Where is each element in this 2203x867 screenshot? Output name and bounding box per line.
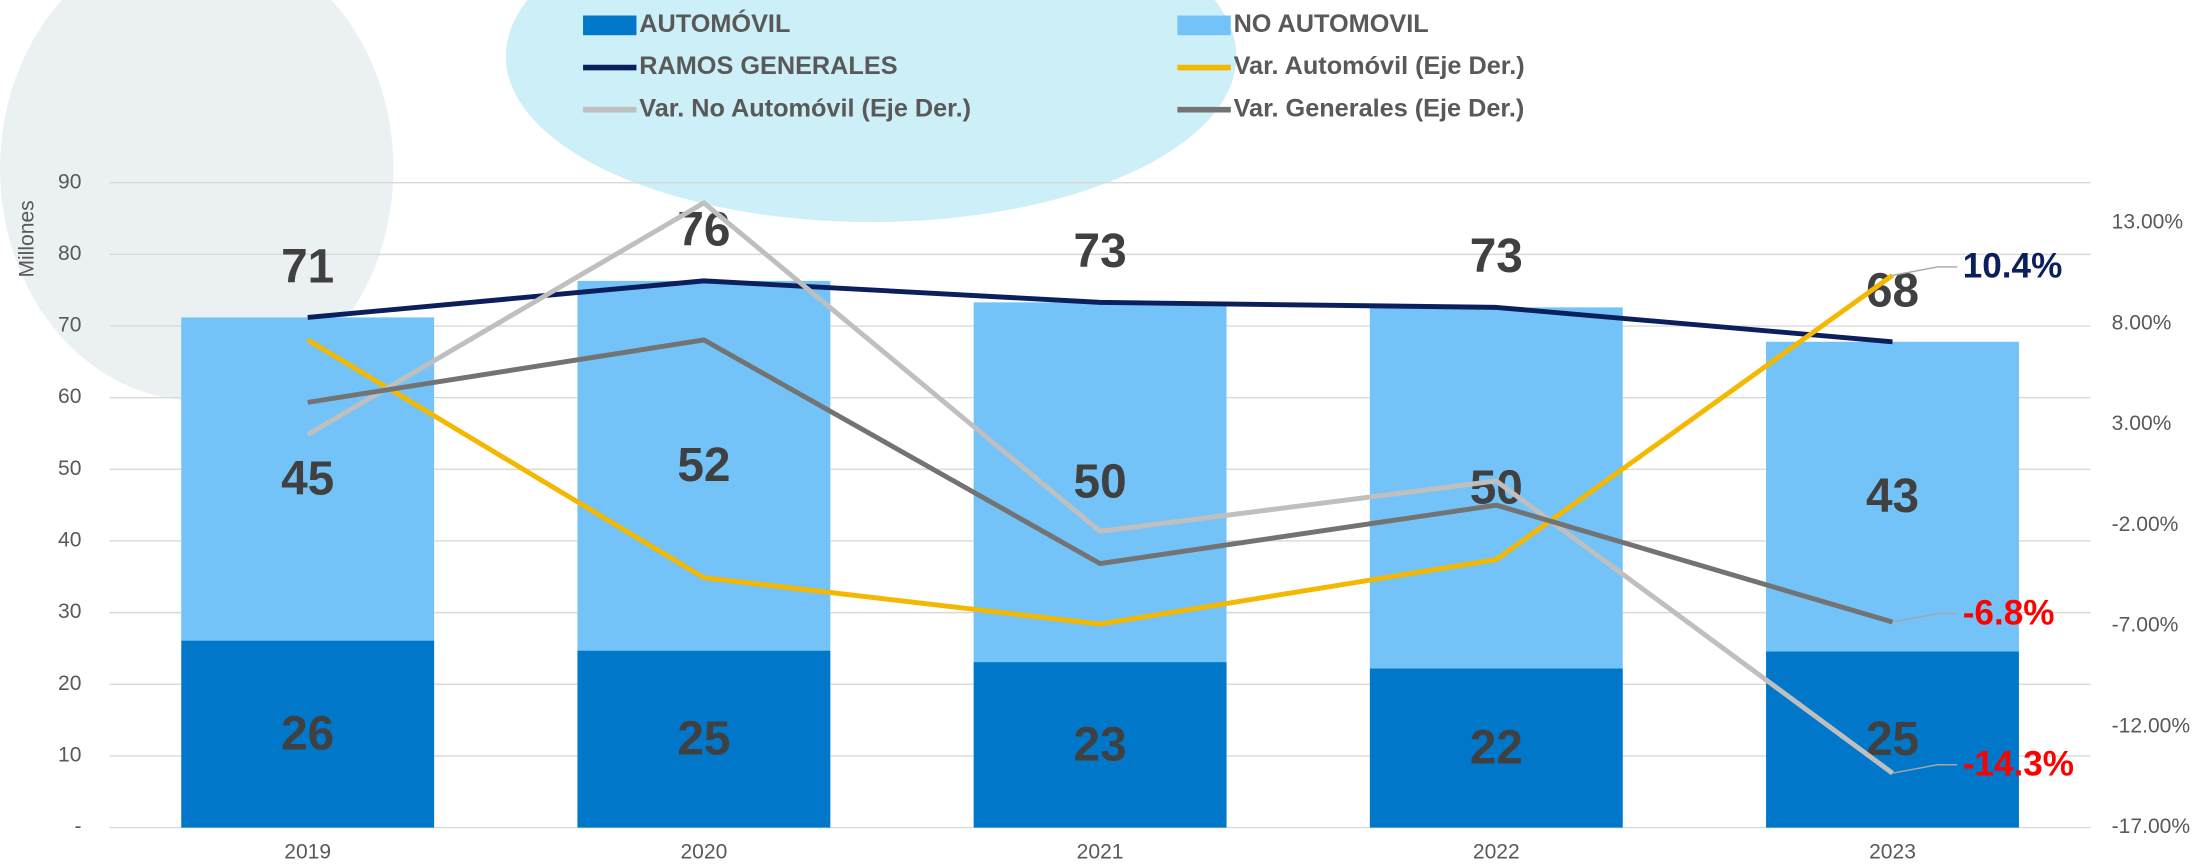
- chart: Millones - 10 20 30 40 50 60 70 80 90 -17.00% -12.0…: [0, 0, 2203, 867]
- data-label: 73: [1074, 225, 1127, 278]
- y-tick-label: 60: [58, 385, 81, 408]
- page: Millones - 10 20 30 40 50 60 70 80 90 -17.00% -12.0…: [0, 0, 2203, 867]
- y-axis-title: Millones: [16, 200, 39, 277]
- y-tick-label: 40: [58, 529, 81, 552]
- data-label: -6.8%: [1963, 593, 2055, 632]
- data-label: 25: [677, 713, 730, 766]
- y2-tick-label: 3.00%: [2112, 412, 2172, 435]
- data-label: 45: [281, 452, 334, 505]
- legend-label: Var. No Automóvil (Eje Der.): [639, 94, 971, 122]
- data-label: 71: [281, 240, 334, 293]
- legend-label: RAMOS GENERALES: [639, 52, 897, 80]
- y2-tick-label: -2.00%: [2112, 513, 2179, 536]
- legend-label: NO AUTOMOVIL: [1234, 10, 1429, 38]
- x-tick-label: 2023: [1869, 840, 1916, 863]
- data-label: 52: [677, 439, 730, 492]
- data-label: 10.4%: [1963, 247, 2063, 286]
- y-tick-label: 50: [58, 457, 81, 480]
- legend-label: Var. Generales (Eje Der.): [1234, 94, 1525, 122]
- y2-tick-label: 8.00%: [2112, 311, 2172, 334]
- legend-label: Var. Automóvil (Eje Der.): [1234, 52, 1525, 80]
- y2-tick-label: -17.00%: [2112, 815, 2190, 838]
- data-label: 23: [1074, 718, 1127, 771]
- x-tick-label: 2021: [1077, 840, 1124, 863]
- data-label: 50: [1074, 456, 1127, 509]
- legend-swatch: [1177, 16, 1230, 36]
- y-tick-label: -: [74, 815, 81, 838]
- y-tick-label: 70: [58, 314, 81, 337]
- y2-tick-label: 13.00%: [2112, 211, 2183, 234]
- x-tick-label: 2022: [1473, 840, 1520, 863]
- y-tick-label: 30: [58, 600, 81, 623]
- data-label: 26: [281, 708, 334, 761]
- y-tick-label: 80: [58, 242, 81, 265]
- y-tick-label: 10: [58, 744, 81, 767]
- y-tick-label: 20: [58, 672, 81, 695]
- legend-swatch: [583, 16, 636, 36]
- data-label: 22: [1470, 721, 1523, 774]
- data-label: 43: [1866, 470, 1919, 523]
- y2-tick-label: -7.00%: [2112, 614, 2179, 637]
- data-label: 73: [1470, 230, 1523, 283]
- y2-tick-label: -12.00%: [2112, 714, 2190, 737]
- x-tick-label: 2019: [284, 840, 331, 863]
- x-tick-label: 2020: [680, 840, 727, 863]
- data-label: -14.3%: [1963, 744, 2074, 783]
- y-tick-label: 90: [58, 170, 81, 193]
- legend-label: AUTOMÓVIL: [639, 8, 790, 38]
